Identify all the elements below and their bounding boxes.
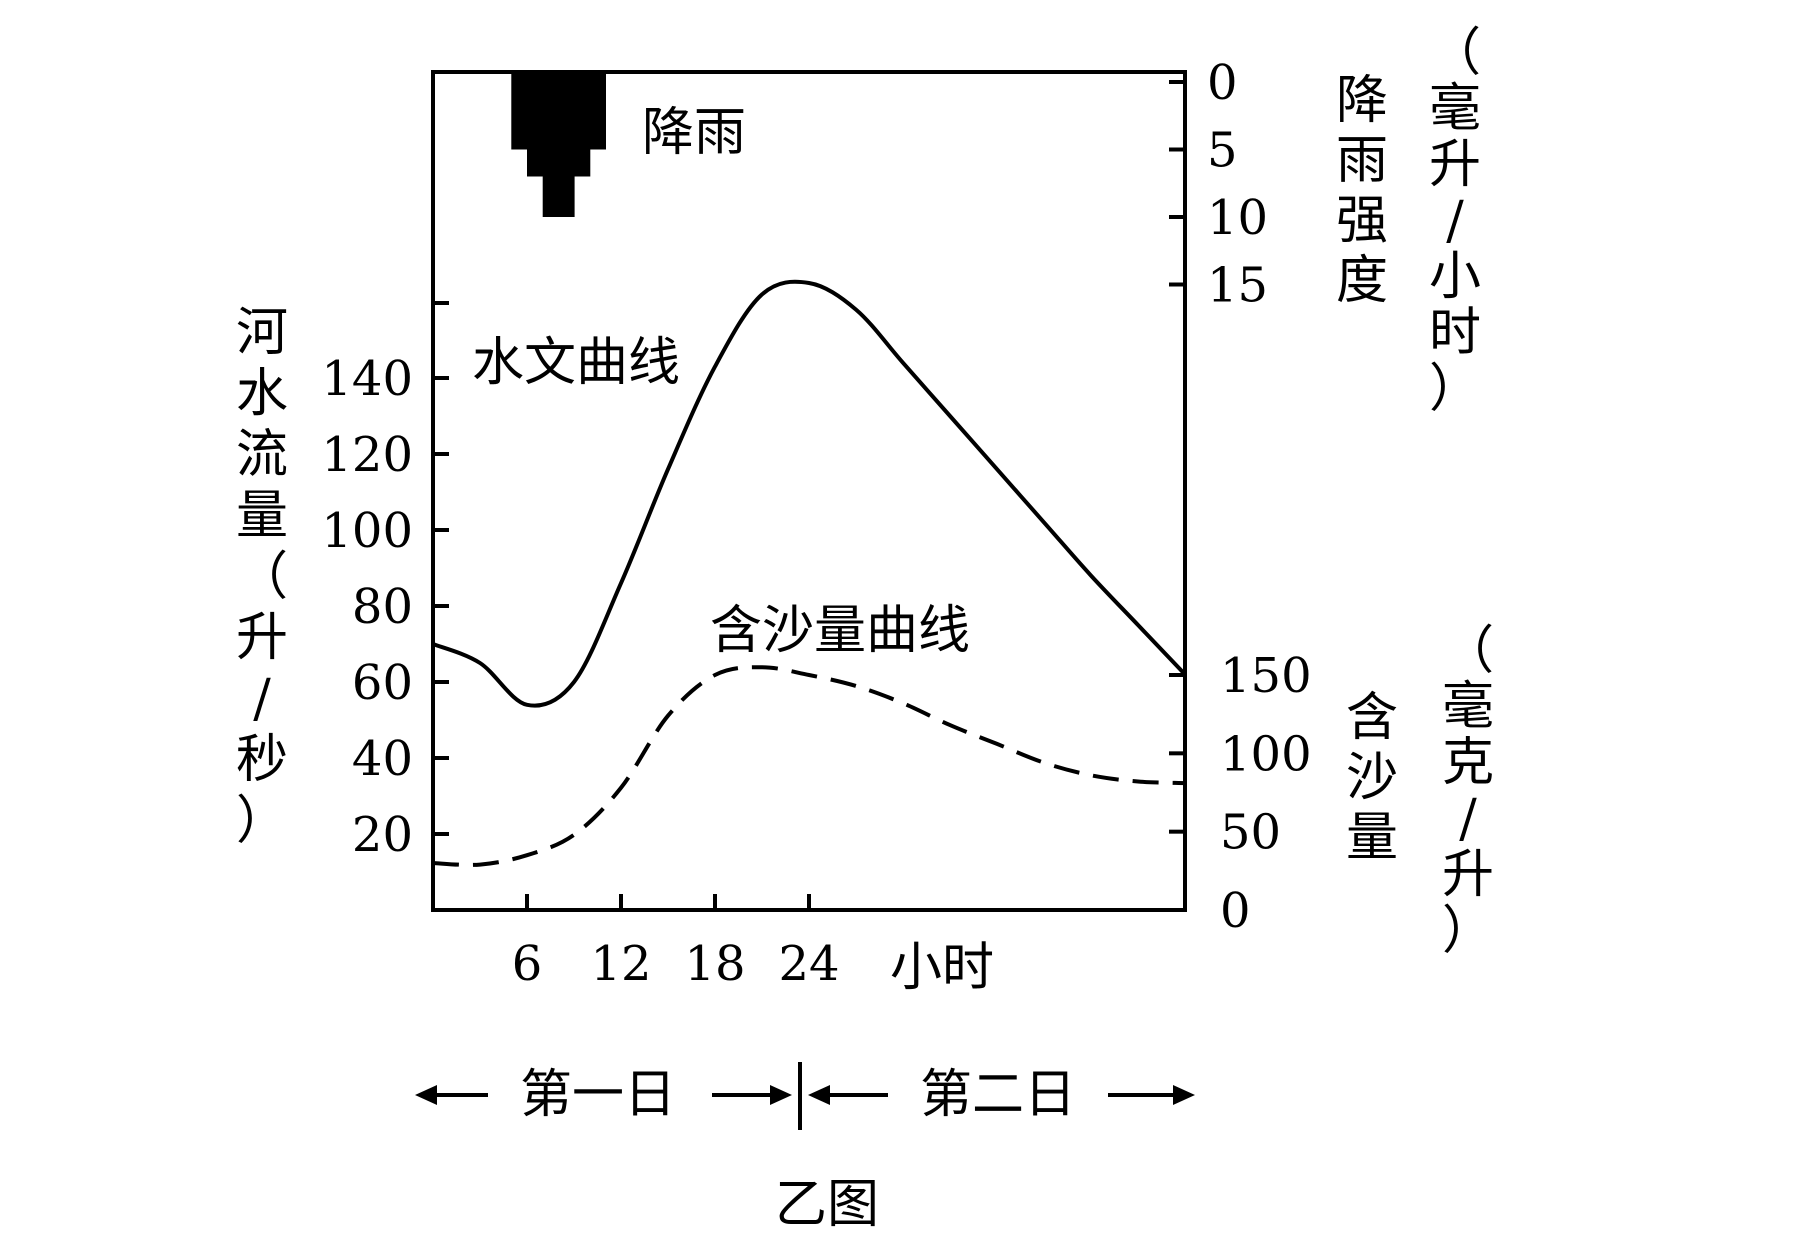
left-axis-label-char: （ <box>236 547 288 607</box>
figure-caption: 乙图 <box>775 1175 879 1235</box>
rainfall-bar-4 <box>574 72 591 177</box>
day-2-arrow-right-head <box>1173 1085 1195 1105</box>
rainfall-axis-unit-char: （ <box>1429 23 1481 83</box>
sediment-tick-label: 100 <box>1220 726 1312 782</box>
sediment-axis-name: 含沙量 <box>1346 688 1398 868</box>
rainfall-axis-unit-char: ） <box>1429 359 1481 419</box>
sediment-axis-name-char: 含 <box>1346 688 1398 748</box>
x-tick-label: 18 <box>684 936 745 992</box>
rainfall-axis-unit-char: / <box>1446 191 1464 251</box>
sediment-axis-unit-char: 克 <box>1442 733 1494 793</box>
day-1-arrow-right-head <box>770 1085 792 1105</box>
rainfall-bar-1 <box>511 72 528 150</box>
sediment-axis-unit-char: / <box>1459 789 1477 849</box>
sediment-axis-unit-char: ） <box>1442 901 1494 961</box>
left-tick-label: 100 <box>321 503 413 559</box>
hydrograph-series-label: 水文曲线 <box>472 333 680 393</box>
rainfall-axis-unit-char: 毫 <box>1429 79 1481 139</box>
day-2-arrow-left-head <box>808 1085 830 1105</box>
left-axis-label-char: 秒 <box>236 730 288 790</box>
sediment-axis-unit-char: （ <box>1442 621 1494 681</box>
x-axis-unit-label: 小时 <box>890 938 994 998</box>
rainfall-axis-name-char: 度 <box>1336 251 1388 311</box>
sediment-tick-label: 0 <box>1220 883 1251 939</box>
rainfall-bar-3 <box>542 72 575 217</box>
rainfall-series-label: 降雨 <box>642 103 746 163</box>
series-lines <box>432 279 1187 867</box>
day-2-label: 第二日 <box>920 1065 1076 1125</box>
day-1-arrow-left-head <box>415 1085 437 1105</box>
left-axis-label-char: 量 <box>236 486 288 546</box>
rainfall-tick-label: 5 <box>1207 123 1238 179</box>
rainfall-axis-name-char: 强 <box>1336 191 1388 251</box>
left-tick-label: 20 <box>352 807 413 863</box>
left-axis-label-char: 流 <box>236 425 288 485</box>
rainfall-bar-5 <box>589 72 606 150</box>
rainfall-axis-unit: （毫升/小时） <box>1429 23 1481 419</box>
sediment-axis-ticks: 0 50 100 150 <box>1169 648 1312 939</box>
left-tick-label: 60 <box>352 655 413 711</box>
rainfall-axis-name-char: 降 <box>1336 71 1388 131</box>
left-tick-label: 40 <box>352 731 413 787</box>
left-tick-label: 120 <box>321 427 413 483</box>
hydrograph-line <box>432 279 1187 708</box>
sediment-line <box>432 665 1186 867</box>
x-axis-ticks: 6 12 18 24 <box>512 894 840 992</box>
rainfall-axis-unit-char: 小 <box>1429 247 1481 307</box>
sediment-axis-name-char: 量 <box>1346 808 1398 868</box>
rainfall-axis-name-char: 雨 <box>1336 131 1388 191</box>
left-axis-label-char: 升 <box>236 608 288 668</box>
sediment-axis-name-char: 沙 <box>1346 748 1398 808</box>
sediment-series-label: 含沙量曲线 <box>710 601 970 661</box>
rainfall-bar-2 <box>527 72 544 177</box>
x-tick-label: 24 <box>778 936 839 992</box>
rainfall-tick-label: 0 <box>1207 55 1238 111</box>
left-axis-label-char: 河 <box>236 303 288 363</box>
day-span-annotation: 第一日 第二日 <box>415 1062 1195 1130</box>
left-axis-label-char: / <box>253 669 271 729</box>
sediment-axis-unit: （毫克/升） <box>1442 621 1494 961</box>
left-tick-label: 140 <box>321 351 413 407</box>
sediment-tick-label: 150 <box>1220 648 1312 704</box>
x-tick-label: 12 <box>590 936 651 992</box>
rainfall-tick-label: 15 <box>1207 258 1268 314</box>
left-tick-label: 80 <box>352 579 413 635</box>
rainfall-bars <box>511 72 606 217</box>
left-axis-ticks: 20 40 60 80 100 120 140 <box>321 301 449 863</box>
left-axis-label-char: ） <box>236 791 288 851</box>
rainfall-tick-label: 10 <box>1207 190 1268 246</box>
rainfall-axis-unit-char: 升 <box>1429 135 1481 195</box>
x-tick-label: 6 <box>512 936 543 992</box>
sediment-tick-label: 50 <box>1220 805 1281 861</box>
left-axis-label-char: 水 <box>236 364 288 424</box>
sediment-axis-unit-char: 毫 <box>1442 677 1494 737</box>
day-1-label: 第一日 <box>520 1065 676 1125</box>
rainfall-axis-ticks: 0 5 10 15 <box>1169 55 1268 314</box>
sediment-axis-unit-char: 升 <box>1442 845 1494 905</box>
rainfall-axis-unit-char: 时 <box>1429 303 1481 363</box>
